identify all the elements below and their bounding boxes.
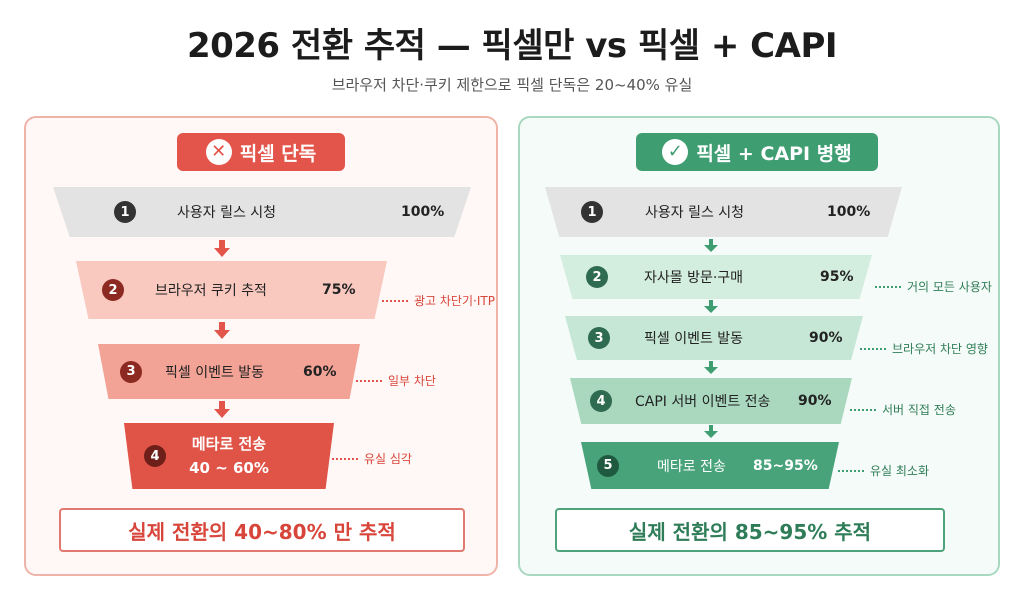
stage-number: 4	[144, 445, 166, 467]
page-title: 2026 전환 추적 — 픽셀만 vs 픽셀 + CAPI	[186, 26, 838, 66]
check-circle-icon: ✓	[662, 139, 689, 165]
stage-number: 2	[586, 266, 608, 288]
stage-number: 4	[590, 390, 612, 412]
funnel-stage-2: 2 브라우저 쿠키 추적 75%	[76, 261, 387, 319]
stage-percent: 90%	[809, 330, 843, 346]
stage-percent: 60%	[303, 363, 337, 380]
stage-percent: 85~95%	[753, 457, 818, 474]
page-subtitle: 브라우저 차단·쿠키 제한으로 픽셀 단독은 20~40% 유실	[331, 76, 693, 94]
funnel-stage-4: 4 메타로 전송 40 ~ 60%	[124, 423, 334, 489]
funnel-stage-1: 1 사용자 릴스 시청 100%	[53, 187, 471, 237]
down-arrow-icon	[704, 361, 718, 374]
stage-percent: 75%	[322, 282, 356, 298]
down-arrow-icon	[704, 300, 718, 313]
pixel-only-badge-label: 픽셀 단독	[239, 142, 317, 165]
pixel-capi-badge: ✓ 픽셀 + CAPI 병행	[636, 133, 878, 171]
stage-number: 2	[102, 279, 124, 301]
stage-label: 픽셀 이벤트 발동	[644, 331, 744, 347]
down-arrow-icon	[214, 240, 230, 257]
down-arrow-icon	[214, 322, 230, 339]
stage-percent: 90%	[798, 393, 832, 409]
funnel-stage-2: 2 자사몰 방문·구매 95%	[560, 255, 872, 299]
stage-percent: 100%	[401, 204, 445, 220]
stage-label: 메타로 전송	[191, 435, 267, 453]
funnel-stage-5: 5 메타로 전송 85~95%	[581, 442, 839, 489]
stage-number: 1	[581, 201, 603, 223]
stage-note: 유실 최소화	[838, 462, 929, 479]
stage-note: 유실 심각	[332, 450, 412, 467]
stage-label: 사용자 릴스 시청	[645, 205, 745, 221]
stage-percent: 100%	[827, 204, 871, 220]
stage-note: 일부 차단	[356, 372, 436, 389]
stage-label: 브라우저 쿠키 추적	[155, 283, 267, 299]
pixel-only-panel: ✕ 픽셀 단독 1 사용자 릴스 시청 100% 2 브라우저 쿠키 추적 75…	[24, 116, 498, 576]
x-circle-icon: ✕	[205, 139, 232, 165]
funnel-stage-3: 3 픽셀 이벤트 발동 60%	[98, 344, 360, 399]
stage-number: 3	[588, 327, 610, 349]
down-arrow-icon	[214, 401, 230, 418]
down-arrow-icon	[704, 239, 718, 252]
pixel-only-summary: 실제 전환의 40~80% 만 추적	[59, 508, 465, 552]
stage-label: 자사몰 방문·구매	[644, 270, 744, 286]
pixel-capi-badge-label: 픽셀 + CAPI 병행	[696, 142, 852, 165]
stage-note: 광고 차단기·ITP	[382, 292, 495, 309]
stage-label: 사용자 릴스 시청	[177, 205, 277, 221]
stage-note: 거의 모든 사용자	[875, 278, 992, 295]
stage-text: 메타로 전송 40 ~ 60%	[184, 432, 274, 480]
pixel-capi-panel: ✓ 픽셀 + CAPI 병행 1 사용자 릴스 시청 100% 2 자사몰 방문…	[518, 116, 1000, 576]
stage-number: 3	[120, 360, 142, 383]
stage-note: 브라우저 차단 영향	[860, 340, 988, 357]
stage-label: 픽셀 이벤트 발동	[165, 364, 265, 381]
funnel-stage-3: 3 픽셀 이벤트 발동 90%	[565, 316, 863, 360]
down-arrow-icon	[704, 425, 718, 438]
stage-number: 5	[597, 454, 619, 477]
funnel-stage-1: 1 사용자 릴스 시청 100%	[545, 187, 902, 237]
pixel-capi-summary: 실제 전환의 85~95% 추적	[555, 508, 945, 552]
stage-percent: 40 ~ 60%	[189, 459, 269, 477]
funnel-stage-4: 4 CAPI 서버 이벤트 전송 90%	[570, 378, 852, 424]
stage-percent: 95%	[820, 269, 854, 285]
stage-number: 1	[114, 201, 136, 223]
pixel-only-badge: ✕ 픽셀 단독	[177, 133, 345, 171]
stage-label: CAPI 서버 이벤트 전송	[635, 394, 771, 410]
stage-label: 메타로 전송	[657, 458, 726, 475]
stage-note: 서버 직접 전송	[850, 401, 956, 418]
